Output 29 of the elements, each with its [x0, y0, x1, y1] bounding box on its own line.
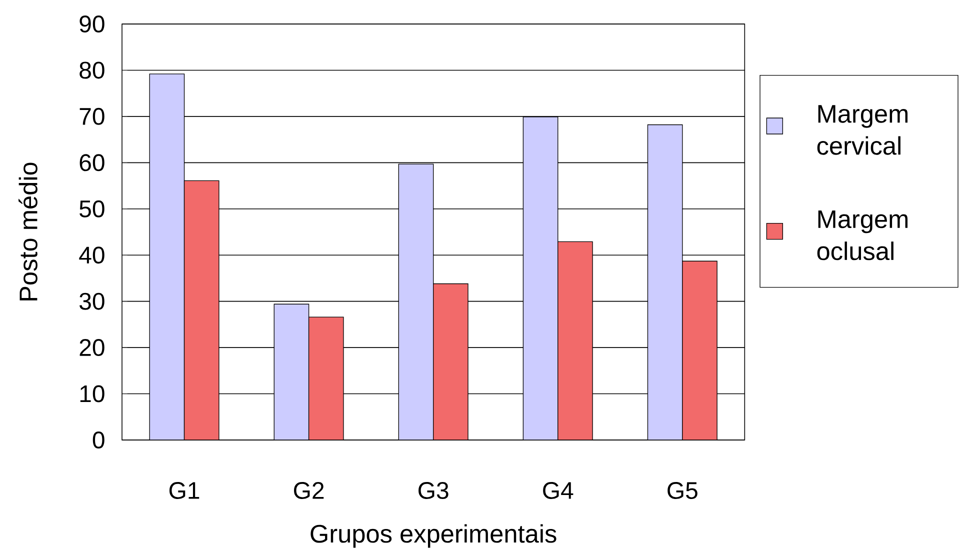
- y-axis-title: Posto médio: [18, 162, 38, 300]
- x-tick-label: G2: [294, 482, 324, 500]
- bar: [522, 116, 558, 440]
- bar: [682, 260, 718, 440]
- bar: [647, 124, 683, 440]
- y-tick-label: 70: [80, 108, 104, 125]
- bar: [558, 241, 593, 440]
- y-tick-label: 20: [80, 339, 104, 356]
- x-axis-title: Grupos experimentais: [310, 524, 556, 548]
- x-tick-label: G4: [543, 482, 574, 500]
- legend-label: Margem cervical: [817, 105, 908, 155]
- bar: [433, 283, 468, 440]
- y-tick-label: 40: [79, 246, 104, 264]
- y-tick-label: 90: [80, 15, 104, 32]
- bar: [398, 164, 434, 440]
- y-tick-label: 30: [80, 292, 104, 310]
- bar: [308, 316, 344, 440]
- bar: [149, 74, 185, 440]
- x-tick-label: G3: [418, 482, 448, 500]
- x-tick-label: G5: [668, 482, 698, 500]
- bar: [274, 304, 310, 440]
- y-tick-label: 10: [80, 385, 104, 402]
- x-tick-label: G1: [169, 482, 200, 500]
- y-tick-label: 80: [80, 62, 104, 79]
- bar: [184, 180, 220, 440]
- y-tick-label: 60: [80, 154, 104, 172]
- y-tick-label: 50: [80, 200, 104, 218]
- y-tick-label: 0: [92, 431, 104, 448]
- legend-label: Margem oclusal: [817, 210, 908, 260]
